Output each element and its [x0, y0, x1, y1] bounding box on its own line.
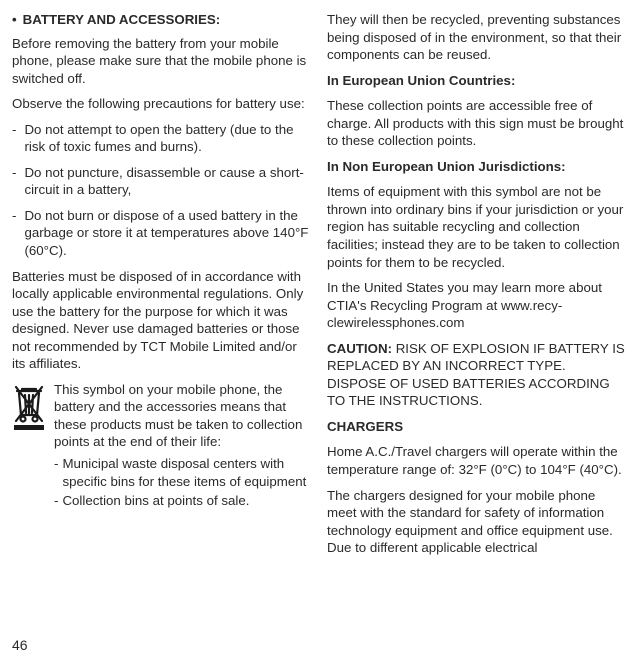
- dash: -: [54, 492, 58, 510]
- weee-symbol-block: This symbol on your mobile phone, the ba…: [12, 381, 313, 512]
- list-item: - Do not burn or dispose of a used batte…: [12, 207, 313, 260]
- list-text: Collection bins at points of sale.: [62, 492, 249, 510]
- paragraph: This symbol on your mobile phone, the ba…: [54, 382, 302, 450]
- list-item: - Collection bins at points of sale.: [54, 492, 313, 510]
- column-left: • BATTERY AND ACCESSORIES: Before removi…: [12, 11, 313, 565]
- dash: -: [12, 121, 16, 156]
- list-item: - Do not attempt to open the battery (du…: [12, 121, 313, 156]
- caution-paragraph: CAUTION: RISK OF EXPLOSION IF BATTERY IS…: [327, 340, 628, 410]
- paragraph: The chargers designed for your mobile ph…: [327, 487, 628, 557]
- paragraph: They will then be recycled, preventing s…: [327, 11, 628, 64]
- caution-label: CAUTION:: [327, 341, 392, 356]
- paragraph: Batteries must be disposed of in accorda…: [12, 268, 313, 373]
- bullet: •: [12, 11, 17, 29]
- paragraph: Observe the following precautions for ba…: [12, 95, 313, 113]
- paragraph: These collection points are accessible f…: [327, 97, 628, 150]
- list-text: Do not burn or dispose of a used battery…: [24, 207, 313, 260]
- list-item: - Municipal waste disposal centers with …: [54, 455, 313, 490]
- symbol-text: This symbol on your mobile phone, the ba…: [54, 381, 313, 512]
- subheading-chargers: CHARGERS: [327, 418, 628, 436]
- list-text: Municipal waste disposal centers with sp…: [62, 455, 313, 490]
- subheading-non-eu: In Non European Union Jurisdictions:: [327, 158, 628, 176]
- column-right: They will then be recycled, preventing s…: [327, 11, 628, 565]
- precautions-list: - Do not attempt to open the battery (du…: [12, 121, 313, 260]
- dash: -: [12, 164, 16, 199]
- paragraph: Home A.C./Travel chargers will operate w…: [327, 443, 628, 478]
- page-number: 46: [12, 637, 28, 653]
- two-column-layout: • BATTERY AND ACCESSORIES: Before removi…: [12, 11, 628, 565]
- subheading-eu: In European Union Countries:: [327, 72, 628, 90]
- list-text: Do not puncture, disassemble or cause a …: [24, 164, 313, 199]
- paragraph: Before removing the battery from your mo…: [12, 35, 313, 88]
- weee-bin-icon: [12, 383, 46, 431]
- list-text: Do not attempt to open the battery (due …: [24, 121, 313, 156]
- dash: -: [54, 455, 58, 490]
- dash: -: [12, 207, 16, 260]
- section-heading-battery: • BATTERY AND ACCESSORIES:: [12, 11, 313, 29]
- heading-text: BATTERY AND ACCESSORIES:: [23, 11, 221, 29]
- paragraph: In the United States you may learn more …: [327, 279, 628, 332]
- list-item: - Do not puncture, disassemble or cause …: [12, 164, 313, 199]
- collection-points-list: - Municipal waste disposal centers with …: [54, 455, 313, 510]
- paragraph: Items of equipment with this symbol are …: [327, 183, 628, 271]
